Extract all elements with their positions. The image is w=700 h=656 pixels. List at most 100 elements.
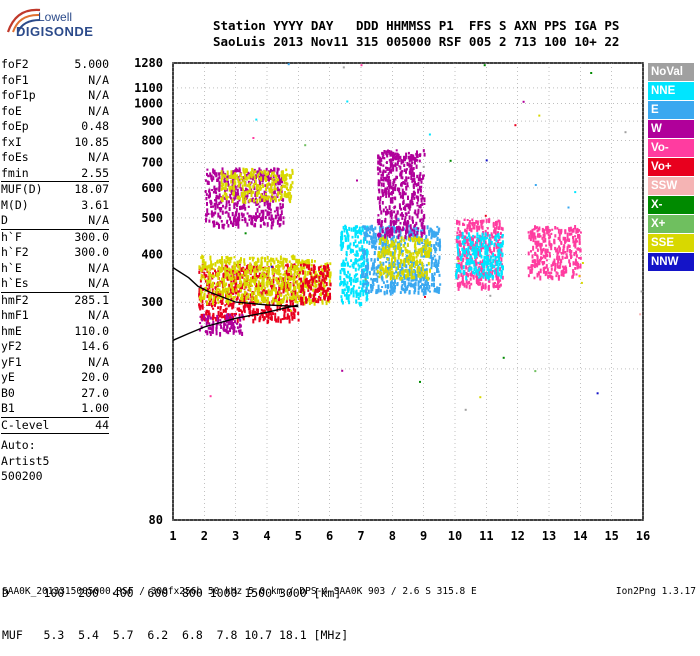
- echo-point: [397, 157, 400, 162]
- echo-point: [494, 282, 496, 285]
- echo-point: [392, 158, 395, 162]
- echo-point: [484, 245, 486, 248]
- echo-point: [349, 265, 351, 268]
- echo-point: [480, 278, 483, 281]
- echo-point: [300, 284, 303, 288]
- echo-point: [568, 230, 571, 233]
- echo-point: [457, 264, 460, 269]
- echo-point: [341, 281, 344, 284]
- echo-point: [373, 267, 376, 270]
- echo-point: [496, 268, 499, 274]
- echo-point: [271, 222, 274, 227]
- echo-point: [424, 289, 427, 294]
- echo-point: [225, 256, 228, 260]
- echo-point: [221, 256, 223, 261]
- echo-point: [566, 232, 569, 236]
- echo-point: [321, 301, 324, 305]
- echo-point: [217, 267, 220, 271]
- stray-echo-point: [639, 313, 642, 316]
- echo-point: [485, 233, 488, 236]
- echo-point: [460, 261, 463, 266]
- echo-point: [473, 254, 476, 260]
- echo-point: [272, 297, 275, 303]
- echo-point: [232, 265, 235, 270]
- echo-point: [408, 268, 411, 273]
- echo-point: [285, 174, 288, 178]
- echo-point: [275, 206, 278, 212]
- echo-point: [354, 279, 357, 283]
- echo-point: [409, 256, 412, 261]
- echo-point: [392, 181, 395, 186]
- echo-point: [572, 269, 575, 274]
- echo-point: [231, 273, 234, 279]
- param-row-d: D N/A: [1, 213, 109, 229]
- echo-point: [566, 239, 569, 242]
- echo-point: [288, 267, 291, 270]
- echo-point: [367, 289, 370, 294]
- echo-point: [307, 287, 310, 290]
- echo-point: [311, 259, 313, 264]
- echo-point: [419, 188, 422, 193]
- echo-point: [386, 289, 389, 295]
- echo-point: [245, 296, 248, 301]
- echo-point: [467, 232, 470, 237]
- echo-point: [254, 287, 257, 292]
- echo-point: [234, 279, 237, 283]
- echo-point: [219, 300, 222, 303]
- echo-point: [207, 271, 210, 275]
- echo-point: [210, 293, 213, 296]
- echo-point: [558, 239, 561, 242]
- echo-point: [222, 282, 225, 287]
- echo-point: [260, 193, 263, 197]
- echo-point: [269, 284, 272, 288]
- echo-point: [462, 257, 465, 261]
- echo-point: [270, 262, 272, 266]
- echo-point: [534, 251, 537, 256]
- echo-point: [268, 310, 271, 315]
- echo-point: [214, 317, 217, 320]
- echo-point: [541, 261, 544, 264]
- param-name: foF1p: [1, 88, 36, 102]
- echo-point: [562, 273, 565, 277]
- legend-e: E: [648, 101, 694, 119]
- echo-point: [206, 268, 209, 272]
- echo-point: [402, 214, 404, 217]
- stray-echo-point: [590, 72, 593, 74]
- echo-point: [374, 232, 377, 238]
- echo-point: [259, 188, 262, 191]
- echo-point: [210, 213, 213, 216]
- echo-point: [272, 312, 274, 316]
- echo-point: [250, 276, 252, 282]
- echo-point: [415, 152, 418, 156]
- echo-point: [365, 289, 367, 294]
- echo-point: [225, 203, 228, 208]
- echo-point: [541, 236, 544, 240]
- echo-point: [417, 208, 420, 213]
- x-tick-label: 6: [326, 529, 333, 543]
- echo-point: [465, 284, 468, 289]
- echo-point: [244, 207, 247, 211]
- echo-point: [392, 225, 395, 228]
- echo-point: [257, 266, 260, 270]
- echo-point: [575, 229, 578, 234]
- echo-point: [397, 218, 400, 222]
- echo-point: [567, 244, 570, 248]
- echo-point: [225, 210, 228, 214]
- echo-point: [350, 250, 353, 253]
- muf-row: MUF 5.3 5.4 5.7 6.2 6.8 7.8 10.7 18.1 [M…: [2, 628, 349, 642]
- echo-point: [396, 259, 399, 263]
- echo-point: [408, 155, 411, 160]
- echo-point: [350, 259, 353, 262]
- echo-point: [470, 247, 473, 251]
- echo-point: [233, 267, 236, 271]
- stray-echo-point: [596, 392, 599, 395]
- echo-point: [204, 274, 207, 279]
- echo-point: [466, 282, 469, 285]
- echo-point: [421, 271, 424, 276]
- echo-point: [579, 256, 582, 260]
- echo-point: [258, 317, 261, 323]
- echo-point: [223, 272, 226, 276]
- echo-point: [410, 158, 413, 162]
- echo-point: [550, 267, 553, 271]
- echo-point: [205, 217, 208, 221]
